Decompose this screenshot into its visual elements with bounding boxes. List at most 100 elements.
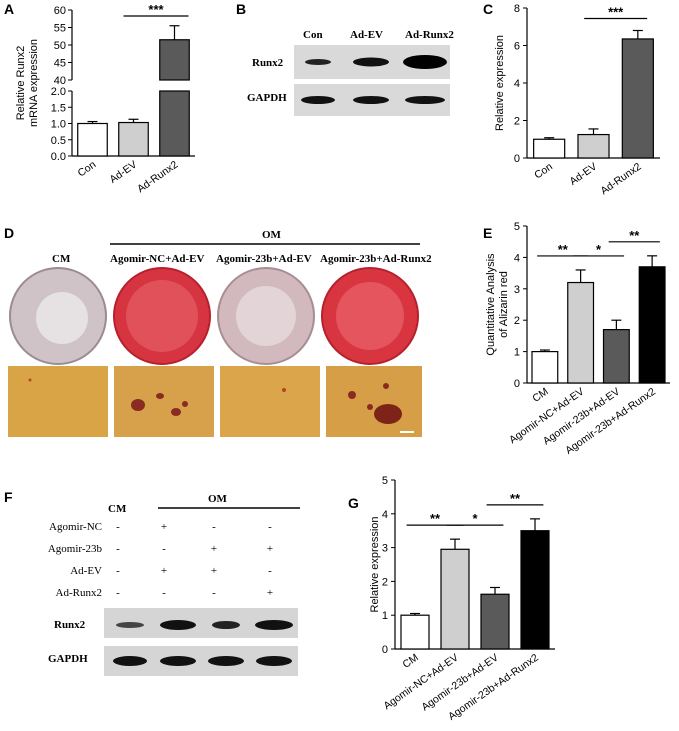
significance-label: ** (510, 491, 521, 506)
panel-label-e: E (483, 225, 492, 241)
blot-f-band (116, 622, 144, 628)
significance-label: ** (558, 242, 569, 257)
treatment-sign: + (161, 521, 167, 533)
y-tick-label: 2.0 (51, 86, 66, 98)
culture-dish-cm-inner (36, 292, 88, 344)
y-tick-label: 0 (514, 378, 520, 390)
y-tick-label: 5 (382, 475, 388, 487)
chart-e: 0 1 2 3 4 5 Quantitative Analysisof Alizarin r… (485, 221, 670, 457)
blot-b-band (405, 96, 445, 104)
blot-b-band (301, 96, 335, 104)
treatment-label: Agomir-NC (49, 521, 102, 533)
blot-b-lane-label: Ad-EV (350, 29, 383, 41)
panel-d-group-label: Agomir-23b+Ad-Runx2 (320, 253, 432, 265)
blot-f-band (256, 656, 292, 666)
treatment-sign: - (162, 543, 166, 555)
y-tick-label: 55 (54, 23, 66, 35)
panel-d-cm-label: CM (52, 253, 71, 265)
y-tick-label: 1 (382, 610, 388, 622)
y-tick-label: 1.0 (51, 119, 66, 131)
bar (533, 138, 566, 159)
western-blot-f: CM OM Agomir-NC - + - - Agomir-23b - - + + Ad-EV - +… (48, 493, 300, 676)
bar (602, 329, 630, 384)
y-axis-label: Quantitative Analysisof Alizarin red (485, 253, 510, 356)
micrograph-nodule (156, 393, 164, 399)
x-tick-label: CM (530, 386, 550, 405)
bar-upper (159, 39, 190, 81)
bar (577, 133, 610, 159)
y-tick-label: 0.0 (51, 151, 66, 163)
x-tick-label: Ad-Runx2 (598, 161, 643, 198)
culture-dish-23b-runx2-inner (336, 282, 404, 350)
blot-f-band (212, 621, 240, 629)
y-tick-label: 3 (382, 543, 388, 555)
significance-label: ** (629, 228, 640, 243)
panel-d-om-label: OM (262, 229, 282, 241)
y-tick-label: 60 (54, 5, 66, 17)
culture-dish-23b-ev-inner (236, 286, 296, 346)
blot-f-band (160, 620, 196, 630)
bar (159, 90, 190, 157)
micrograph-nodule (348, 391, 356, 399)
western-blot-b: Con Ad-EV Ad-Runx2 Runx2 GAPDH (247, 29, 454, 116)
culture-dish-nc-ev-inner (126, 280, 198, 352)
y-tick-label: 4 (514, 78, 520, 90)
treatment-label: Agomir-23b (48, 543, 103, 555)
blot-b-row-label: GAPDH (247, 92, 287, 104)
y-axis-label-line: of Alizarin red (498, 271, 510, 338)
y-axis-label: Relative Runx2mRNA expression (15, 39, 40, 127)
y-tick-label: 0 (382, 644, 388, 656)
bar (480, 593, 510, 650)
treatment-sign: - (116, 587, 120, 599)
blot-b-lane-label: Ad-Runx2 (405, 29, 454, 41)
y-axis-label-line: Quantitative Analysis (485, 253, 497, 356)
bar (118, 121, 149, 157)
micrograph-spot (28, 378, 32, 382)
micrograph-nodule (131, 399, 145, 411)
y-axis-label-line: mRNA expression (28, 39, 40, 127)
micrograph-nc-ev (114, 366, 214, 437)
panel-label-a: A (4, 1, 14, 17)
significance-label: *** (608, 5, 624, 20)
y-tick-label: 50 (54, 40, 66, 52)
y-tick-label: 4 (514, 252, 520, 264)
micrograph-nodule (383, 383, 389, 389)
bar (77, 122, 108, 157)
treatment-sign: + (211, 543, 217, 555)
y-tick-label: 45 (54, 58, 66, 70)
y-tick-label: 4 (382, 509, 388, 521)
alizarin-red-images: CM OM Agomir-NC+Ad-EV Agomir-23b+Ad-EV A… (8, 229, 432, 437)
y-tick-label: 3 (514, 284, 520, 296)
panel-f-cm-label: CM (108, 503, 127, 515)
bar (440, 548, 470, 650)
treatment-label: Ad-Runx2 (56, 587, 102, 599)
treatment-sign: + (161, 565, 167, 577)
bar (400, 614, 430, 650)
y-tick-label: 1.5 (51, 102, 66, 114)
y-tick-label: 1 (514, 347, 520, 359)
x-tick-label: Ad-EV (567, 161, 599, 188)
y-tick-label: 0.5 (51, 135, 66, 147)
bar (621, 38, 654, 159)
x-tick-label: Con (76, 159, 99, 180)
x-tick-label: Ad-Runx2 (135, 159, 180, 196)
treatment-sign: - (212, 587, 216, 599)
treatment-sign: - (268, 521, 272, 533)
panel-label-d: D (4, 225, 14, 241)
treatment-label: Ad-EV (70, 565, 102, 577)
micrograph-nodule (374, 404, 402, 424)
blot-b-band (353, 57, 389, 67)
micrograph-spot (282, 388, 286, 392)
x-tick-label: CM (400, 652, 420, 671)
significance-label: *** (148, 2, 164, 17)
y-axis-label: Relative expression (369, 517, 381, 613)
x-tick-label: Ad-EV (107, 159, 139, 186)
panel-f-om-label: OM (208, 493, 228, 505)
panel-label-c: C (483, 1, 493, 17)
panel-label-b: B (236, 1, 246, 17)
micrograph-nodule (367, 404, 373, 410)
blot-b-band (353, 96, 389, 104)
blot-b-band (305, 59, 331, 65)
